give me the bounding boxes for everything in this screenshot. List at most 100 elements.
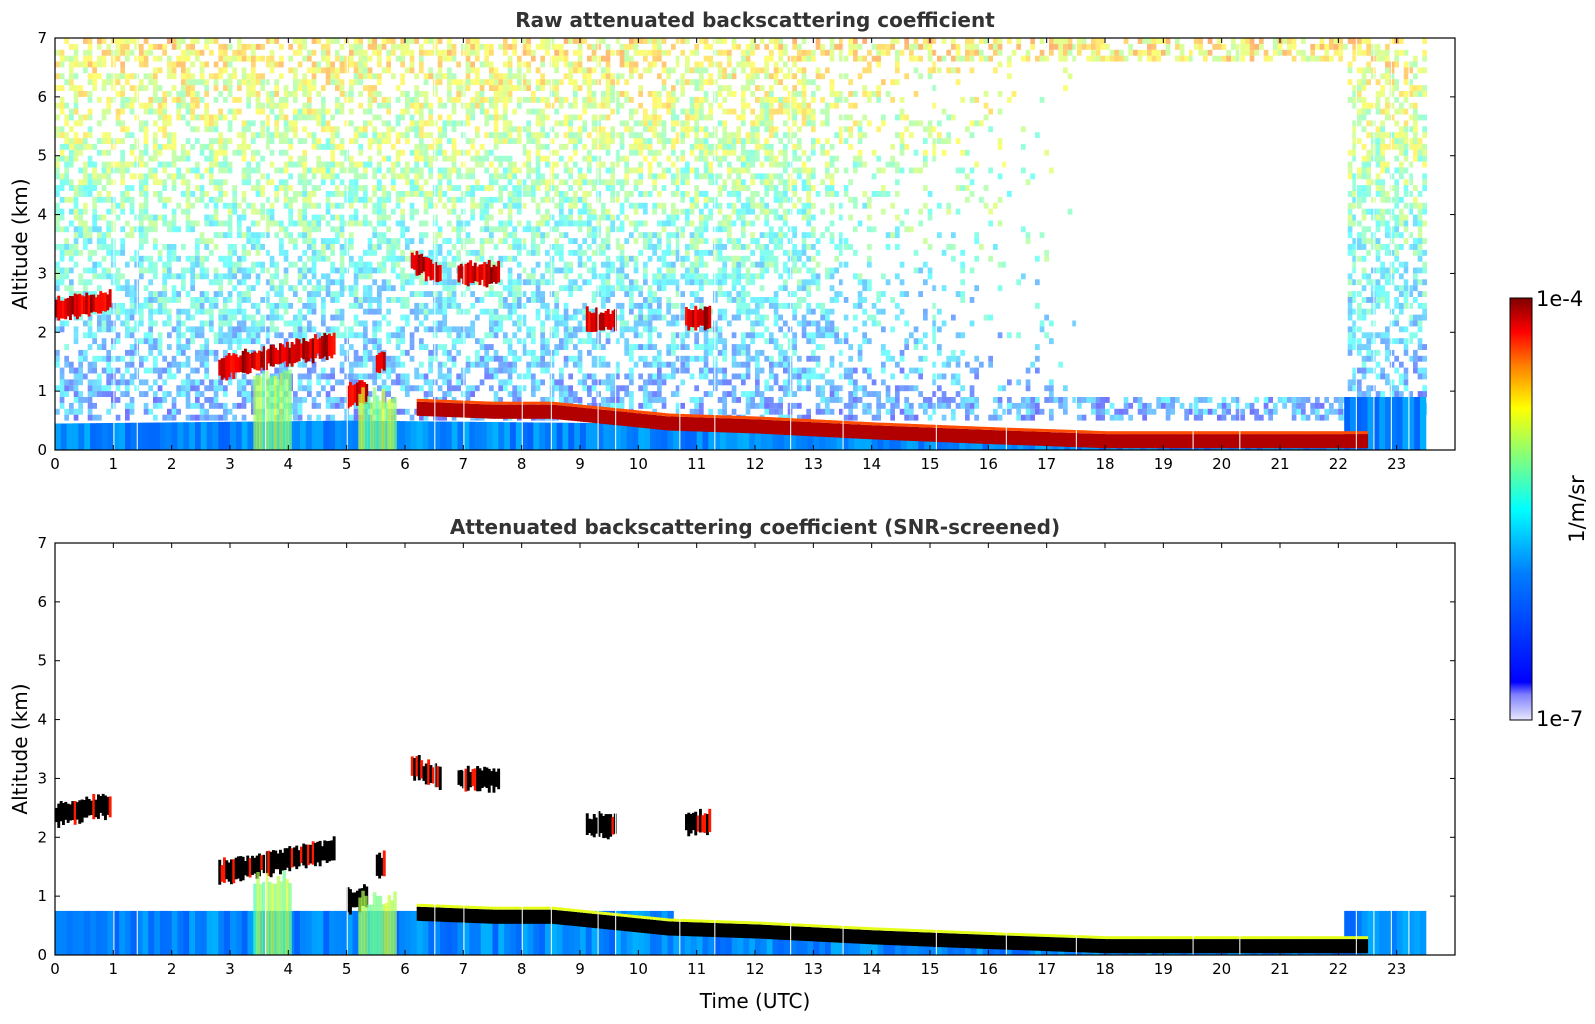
noise-cell	[647, 285, 653, 292]
noise-cell	[83, 232, 88, 239]
noise-cell	[568, 102, 573, 109]
noise-cell	[554, 108, 559, 115]
noise-cell	[307, 385, 312, 392]
noise-cell	[353, 138, 359, 144]
noise-cell	[176, 320, 181, 327]
noise-cell	[619, 267, 625, 274]
noise-cell	[643, 261, 648, 268]
noise-cell	[241, 49, 247, 56]
noise-cell	[465, 367, 471, 374]
noise-cell	[92, 332, 97, 339]
noise-cell	[470, 191, 475, 197]
noise-cell	[269, 149, 275, 156]
noise-cell	[59, 173, 65, 180]
noise-cell	[176, 55, 181, 62]
noise-cell	[153, 73, 158, 80]
noise-cell	[335, 79, 340, 86]
noise-cell	[274, 314, 279, 321]
noise-cell	[353, 73, 359, 80]
noise-cell	[666, 273, 671, 280]
noise-cell	[139, 244, 144, 250]
noise-cell	[64, 138, 69, 144]
noise-cell	[381, 132, 387, 139]
noise-cell	[185, 120, 191, 127]
noise-cell	[465, 49, 471, 56]
noise-cell	[484, 344, 489, 350]
noise-cell	[255, 220, 261, 227]
noise-cell	[139, 391, 144, 397]
noise-cell	[638, 161, 643, 168]
noise-cell	[181, 179, 186, 186]
noise-cell	[680, 314, 685, 321]
noise-cell	[685, 79, 690, 86]
noise-cell	[479, 185, 485, 191]
noise-cell	[223, 308, 228, 315]
noise-cell	[540, 179, 545, 186]
noise-cell	[344, 414, 349, 421]
noise-cell	[218, 285, 223, 292]
noise-cell	[652, 355, 657, 362]
noise-cell	[591, 361, 597, 368]
noise-cell	[386, 108, 391, 115]
noise-cell	[73, 214, 79, 221]
noise-cell	[55, 408, 60, 415]
noise-cell	[573, 344, 578, 350]
noise-cell	[526, 332, 531, 339]
noise-cell	[568, 67, 573, 74]
noise-cell	[647, 314, 653, 321]
noise-cell	[106, 367, 111, 374]
noise-cell	[148, 344, 153, 350]
noise-cell	[531, 249, 536, 256]
noise-cell	[157, 397, 163, 403]
noise-cell	[73, 397, 79, 403]
noise-cell	[87, 361, 93, 368]
noise-cell	[414, 38, 419, 44]
noise-cell	[83, 132, 88, 139]
noise-cell	[176, 273, 181, 280]
noise-cell	[101, 267, 107, 274]
noise-cell	[283, 191, 289, 197]
noise-cell	[391, 285, 396, 292]
noise-cell	[657, 297, 662, 303]
noise-cell	[92, 208, 97, 215]
noise-cell	[288, 138, 293, 144]
noise-cell	[647, 326, 653, 333]
noise-cell	[349, 255, 354, 262]
noise-cell	[493, 332, 499, 339]
noise-cell	[255, 108, 261, 115]
noise-cell	[269, 179, 275, 186]
noise-cell	[615, 38, 620, 44]
noise-cell	[92, 291, 97, 297]
noise-cell	[419, 385, 424, 392]
noise-cell	[479, 85, 485, 91]
noise-cell	[652, 49, 657, 56]
noise-cell	[181, 308, 186, 315]
noise-cell	[381, 232, 387, 239]
noise-cell	[395, 155, 401, 162]
noise-cell	[227, 338, 233, 345]
noise-cell	[554, 244, 559, 250]
noise-cell	[97, 273, 102, 280]
noise-cell	[269, 96, 275, 103]
noise-cell	[479, 308, 485, 315]
noise-cell	[601, 361, 606, 368]
noise-cell	[87, 279, 93, 286]
noise-cell	[185, 138, 191, 144]
noise-cell	[521, 185, 527, 191]
noise-cell	[680, 49, 685, 56]
noise-cell	[643, 344, 648, 350]
noise-cell	[372, 167, 377, 174]
noise-cell	[582, 79, 587, 86]
noise-cell	[503, 49, 508, 56]
noise-cell	[489, 226, 494, 233]
noise-cell	[577, 326, 583, 333]
noise-cell	[307, 302, 312, 309]
noise-cell	[204, 414, 209, 421]
noise-cell	[218, 114, 223, 121]
noise-cell	[325, 279, 331, 286]
noise-cell	[69, 67, 74, 74]
noise-cell	[689, 261, 695, 268]
noise-cell	[185, 49, 191, 56]
noise-cell	[125, 291, 130, 297]
noise-cell	[209, 196, 214, 203]
